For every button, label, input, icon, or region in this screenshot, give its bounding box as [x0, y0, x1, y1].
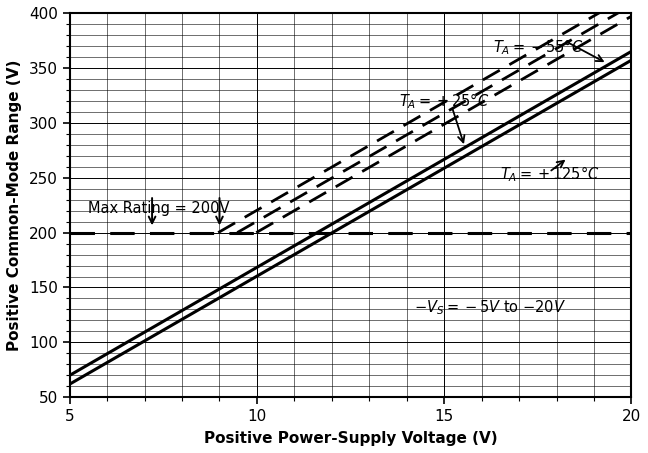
- Text: $T_A = +25°C$: $T_A = +25°C$: [399, 91, 490, 111]
- X-axis label: Positive Power-Supply Voltage (V): Positive Power-Supply Voltage (V): [203, 431, 498, 446]
- Y-axis label: Positive Common-Mode Range (V): Positive Common-Mode Range (V): [7, 59, 22, 351]
- Text: $T_A = -55°C$: $T_A = -55°C$: [493, 37, 583, 57]
- Text: $T_A = +125°C$: $T_A = +125°C$: [500, 164, 600, 184]
- Text: Max Rating = 200V: Max Rating = 200V: [88, 201, 230, 216]
- Text: $-V_S = -5V$ to $-20V$: $-V_S = -5V$ to $-20V$: [414, 298, 566, 317]
